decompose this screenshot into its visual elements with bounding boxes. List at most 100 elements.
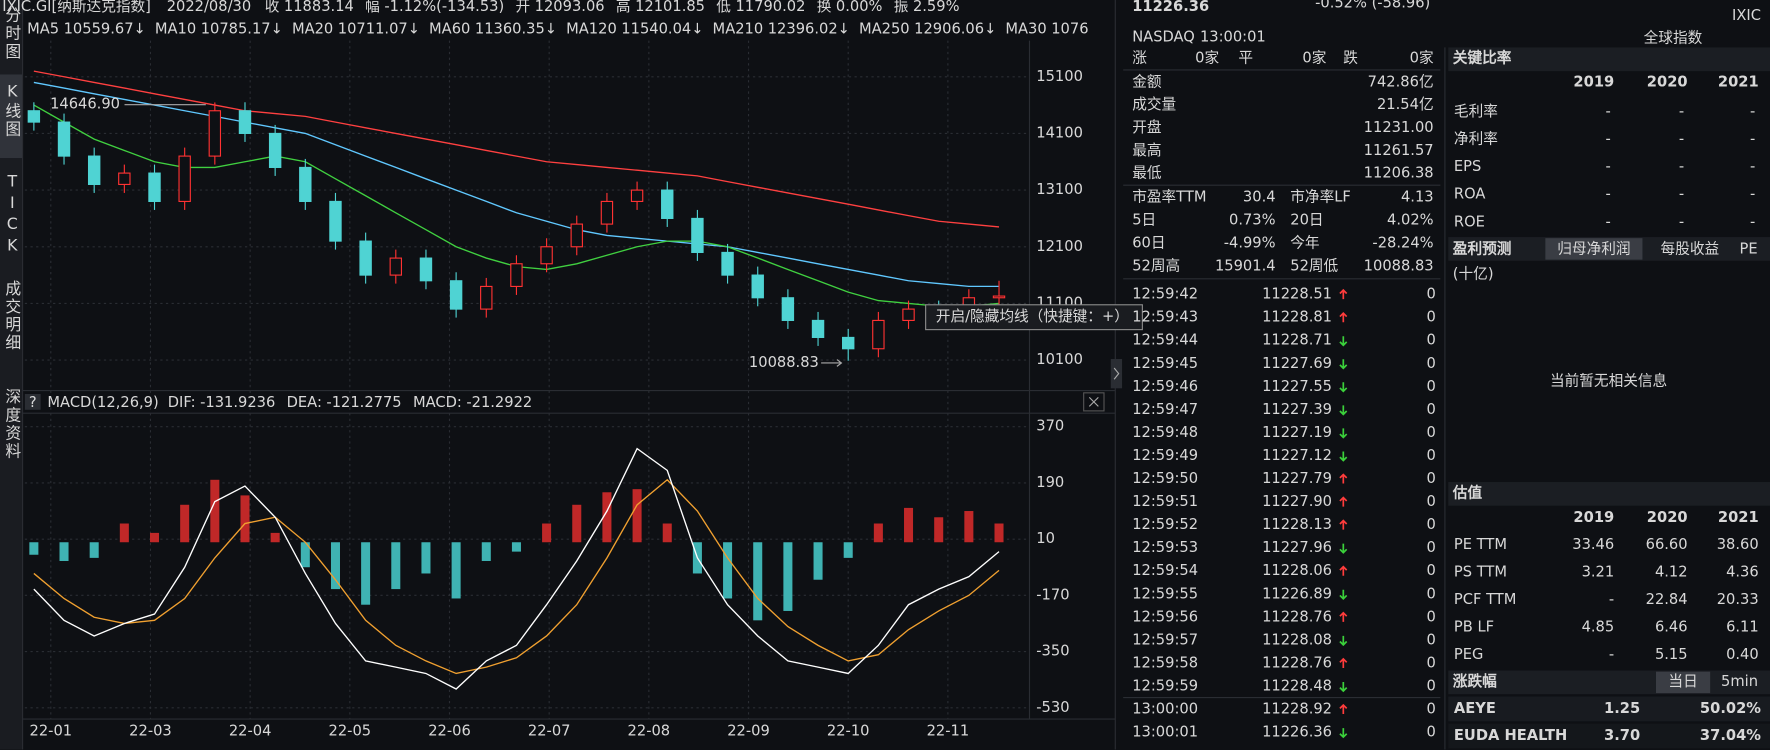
macd-bar: [753, 542, 763, 621]
selected-tab[interactable]: [1545, 238, 1643, 260]
movers-tab[interactable]: 5min: [1721, 673, 1758, 690]
breadth-value: 0家: [1410, 50, 1434, 67]
ratio-value: -: [1679, 213, 1684, 230]
macd-bar: [119, 523, 129, 543]
macd-bar: [330, 542, 340, 590]
field-value: 0.00%: [836, 0, 883, 15]
stat-label: 52周高: [1132, 257, 1180, 274]
tick-time: 12:59:52: [1132, 516, 1198, 533]
macd-bar: [964, 511, 974, 543]
tick-arrow: [1339, 496, 1348, 507]
collapse-button[interactable]: [1110, 358, 1123, 389]
tick-time: 12:59:58: [1132, 654, 1198, 671]
mover-row[interactable]: [1448, 696, 1770, 722]
macd-title: MACD(12,26,9): [47, 394, 158, 411]
x-tick-label: 22-11: [927, 722, 970, 739]
ratio-value: -: [1606, 158, 1611, 175]
macd-param-value: -21.2922: [466, 394, 532, 411]
macd-param-label: DIF:: [168, 394, 196, 411]
ma-value: 1076: [1051, 20, 1088, 37]
stat-value: 15901.4: [1215, 257, 1276, 274]
selected-tab[interactable]: [1655, 671, 1711, 694]
mover-name: AEYE: [1454, 700, 1496, 717]
stat-label: 市盈率TTM: [1132, 189, 1206, 206]
candle-body: [118, 172, 131, 185]
stat-label: 今年: [1290, 234, 1319, 251]
valuation-value: 4.36: [1726, 564, 1759, 581]
ma-name: MA10: [155, 20, 196, 37]
ratio-value: -: [1750, 103, 1755, 120]
y-tick-label: 190: [1036, 474, 1064, 491]
tick-volume: 0: [1427, 631, 1436, 648]
forecast-tab[interactable]: PE: [1740, 240, 1758, 257]
field-value: 2.59%: [913, 0, 960, 15]
tick-arrow: [1339, 681, 1348, 693]
active-tab: [0, 74, 23, 159]
x-tick-label: 22-10: [827, 722, 870, 739]
breadth-label: 跌: [1343, 50, 1358, 67]
year-header: 2019: [1573, 73, 1614, 90]
valuation-label: PEG: [1454, 646, 1483, 663]
macd-bar: [934, 517, 944, 543]
macd-bar: [813, 542, 823, 580]
tick-volume: 0: [1427, 539, 1436, 556]
close-button[interactable]: [1083, 392, 1105, 412]
tick-volume: 0: [1427, 516, 1436, 533]
tick-time: 12:59:57: [1132, 631, 1198, 648]
low-annotation: 10088.83: [749, 354, 819, 371]
field-value: 12101.85: [635, 0, 705, 15]
field-label: 换: [817, 0, 832, 15]
forecast-tab[interactable]: 归母净利润: [1557, 240, 1630, 257]
valuation-value: -: [1609, 646, 1614, 663]
tick-price: 11226.89: [1262, 585, 1332, 602]
macd-bar: [873, 523, 883, 543]
valuation-value: 20.33: [1717, 591, 1759, 608]
side-tab[interactable]: K线图: [3, 81, 22, 138]
help-button[interactable]: [24, 393, 41, 410]
macd-bar: [602, 492, 612, 543]
ma-line: [33, 81, 1000, 288]
y-tick-label: 14100: [1036, 124, 1083, 141]
candle-body: [480, 285, 493, 310]
stat-value: 11231.00: [1364, 119, 1434, 136]
tick-price: 11228.51: [1262, 286, 1332, 303]
macd-bar: [994, 523, 1004, 543]
unit-label: (十亿): [1453, 265, 1494, 282]
ma-name: MA250: [859, 20, 910, 37]
tick-time: 12:59:54: [1132, 562, 1198, 579]
side-tab[interactable]: 成交明细: [3, 280, 22, 352]
x-tick-label: 22-07: [528, 722, 571, 739]
movers-tab[interactable]: 当日: [1668, 673, 1697, 690]
ratio-value: -: [1679, 103, 1684, 120]
tick-arrow: [1339, 635, 1348, 647]
field-label: 收: [265, 0, 280, 15]
tab-strip: [0, 0, 23, 750]
market[interactable]: 全球指数: [1644, 28, 1703, 46]
side-tab[interactable]: TICK: [3, 172, 22, 257]
stat-label: 20日: [1290, 211, 1323, 228]
y-tick-label: 10: [1036, 530, 1055, 547]
side-tab[interactable]: 分时图: [3, 7, 22, 61]
stat-value: 11261.57: [1364, 142, 1434, 159]
mover-row[interactable]: [1448, 723, 1770, 749]
breadth-value: 0家: [1302, 50, 1326, 67]
candle-body: [148, 172, 161, 202]
instrument-title: IXIC.GI[纳斯达克指数]: [2, 0, 151, 15]
section-title: 盈利预测: [1452, 239, 1512, 257]
valuation-label: PS TTM: [1454, 564, 1507, 581]
tick-volume: 0: [1427, 355, 1436, 372]
tooltip-box: [925, 304, 1143, 331]
tick-price: 11227.12: [1262, 447, 1332, 464]
candle-body: [57, 121, 71, 157]
candle-body: [691, 217, 704, 253]
forecast-tab[interactable]: 每股收益: [1661, 240, 1720, 257]
tick-price: 11228.08: [1262, 631, 1332, 648]
candle-body: [902, 308, 915, 321]
macd-bar: [632, 489, 642, 543]
tick-price: 11228.48: [1262, 677, 1332, 694]
side-tab[interactable]: 深度资料: [3, 388, 22, 460]
tick-volume: 0: [1427, 424, 1436, 441]
ratio-label: 毛利率: [1454, 103, 1498, 120]
ma-name: MA5: [27, 20, 59, 37]
